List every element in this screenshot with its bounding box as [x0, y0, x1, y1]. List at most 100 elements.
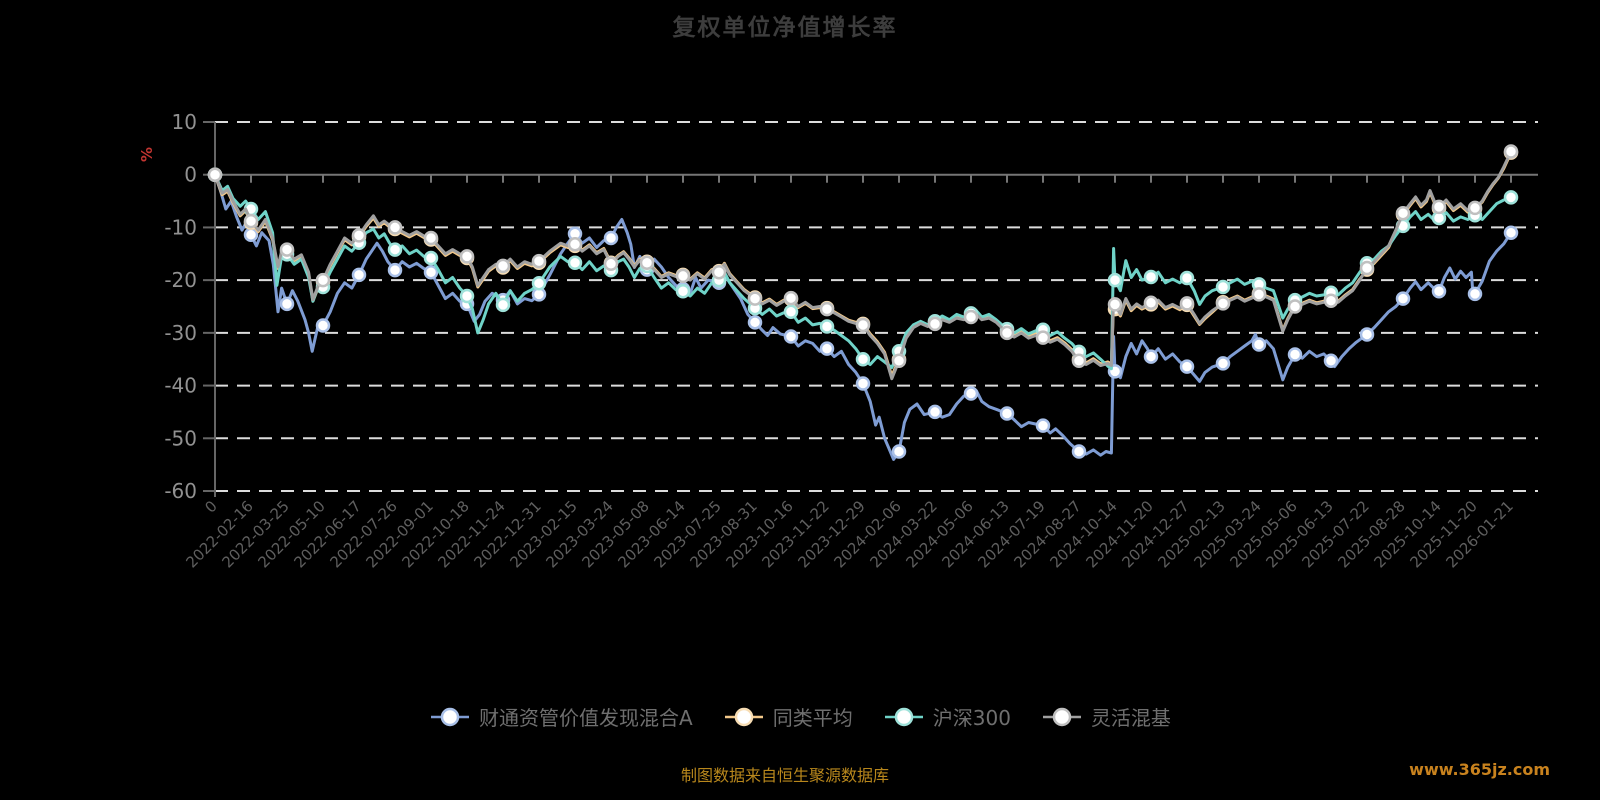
series-marker-flexible-mixed [1359, 260, 1375, 276]
y-tick-label: 0 [184, 163, 197, 187]
series-marker-csi300 [387, 242, 403, 257]
series-marker-fund-a [1323, 353, 1339, 369]
series-marker-flexible-mixed [603, 256, 619, 272]
series-marker-fund-a [1179, 359, 1195, 374]
series-marker-flexible-mixed [279, 242, 295, 257]
legend-item-fund-a[interactable]: 财通资管价值发现混合A [429, 702, 693, 731]
series-marker-csi300 [1107, 272, 1123, 288]
series-marker-fund-a [1143, 349, 1159, 364]
series-line-flexible-mixed [213, 150, 1513, 381]
series-marker-flexible-mixed [711, 264, 727, 280]
series-marker-flexible-mixed [963, 309, 979, 325]
legend-item-label: 灵活混基 [1090, 706, 1171, 730]
series-marker-fund-a [351, 267, 367, 283]
series-marker-csi300 [1143, 269, 1159, 285]
series-marker-flexible-mixed [927, 316, 943, 332]
series-marker-flexible-mixed [891, 353, 907, 369]
legend-marker-icon [884, 707, 923, 726]
series-marker-flexible-mixed [387, 220, 403, 235]
series-marker-fund-a [1431, 283, 1447, 299]
y-tick-label: -10 [164, 215, 197, 239]
series-marker-flexible-mixed [1287, 299, 1303, 314]
series-marker-csi300 [783, 304, 799, 320]
series-marker-flexible-mixed [459, 249, 475, 264]
series-marker-csi300 [855, 351, 871, 367]
series-marker-csi300 [819, 319, 835, 334]
legend-item-label: 沪深300 [932, 706, 1011, 730]
series-marker-flexible-mixed [423, 230, 439, 246]
series-marker-fund-a [387, 262, 403, 278]
series-marker-fund-a [279, 296, 295, 312]
series-marker-flexible-mixed [1107, 297, 1123, 312]
series-marker-flexible-mixed [1071, 353, 1087, 369]
series-marker-fund-a [603, 230, 619, 246]
series-marker-fund-a [1251, 337, 1267, 352]
legend: 财通资管价值发现混合A 同类平均 沪深300 灵活混基 [0, 702, 1600, 731]
series-marker-fund-a [963, 386, 979, 401]
series-marker-flexible-mixed [1503, 144, 1519, 159]
series-marker-flexible-mixed [1395, 205, 1411, 221]
series-marker-flexible-mixed [639, 255, 655, 270]
series-marker-fund-a [1467, 286, 1483, 302]
series-marker-fund-a [891, 444, 907, 459]
series-marker-fund-a [243, 227, 259, 243]
series-marker-fund-a [1035, 418, 1051, 433]
series-marker-flexible-mixed [675, 268, 691, 284]
series-marker-fund-a [315, 318, 331, 333]
series-marker-fund-a [423, 264, 439, 280]
series-marker-csi300 [1179, 270, 1195, 286]
series-marker-fund-a [927, 404, 943, 420]
series-marker-flexible-mixed [1323, 293, 1339, 308]
series-marker-fund-a [999, 406, 1015, 421]
series-marker-csi300 [531, 276, 547, 291]
y-tick-label: -30 [164, 321, 197, 345]
series-marker-fund-a [1287, 347, 1303, 362]
series-marker-flexible-mixed [783, 290, 799, 306]
series-marker-fund-a [1503, 225, 1519, 240]
series-marker-csi300 [1503, 190, 1519, 205]
source-note: 制图数据来自恒生聚源数据库 [680, 766, 889, 785]
series-marker-csi300 [1215, 279, 1231, 295]
series-marker-flexible-mixed [1431, 199, 1447, 215]
series-marker-flexible-mixed [243, 213, 259, 229]
legend-marker-icon [431, 707, 470, 726]
legend-marker-icon [1042, 707, 1081, 726]
series-marker-fund-a [1215, 356, 1231, 371]
series-marker-flexible-mixed [747, 291, 763, 306]
series-marker-flexible-mixed [999, 325, 1015, 341]
series-marker-flexible-mixed [1035, 330, 1051, 345]
y-axis-unit-percent: % [138, 147, 156, 162]
series-marker-flexible-mixed [567, 237, 583, 252]
x-tick-label: 0 [201, 497, 220, 516]
legend-item-csi300[interactable]: 沪深300 [883, 702, 1011, 731]
legend-marker-icon [724, 707, 763, 726]
legend-item-label: 同类平均 [772, 706, 853, 730]
series-marker-csi300 [567, 255, 583, 270]
y-tick-label: -20 [164, 268, 197, 292]
watermark: www.365jz.com [1409, 760, 1550, 779]
y-tick-label: -50 [164, 426, 197, 450]
series-marker-flexible-mixed [207, 167, 223, 182]
series-marker-fund-a [783, 329, 799, 344]
series-line-csi300 [213, 173, 1513, 371]
series-marker-fund-a [819, 341, 835, 356]
series-line-fund-a [213, 173, 1513, 461]
series-marker-csi300 [675, 283, 691, 299]
legend-item-flexible-mixed[interactable]: 灵活混基 [1041, 702, 1171, 731]
series-marker-flexible-mixed [1467, 200, 1483, 216]
series-marker-csi300 [423, 250, 439, 266]
series-marker-flexible-mixed [819, 301, 835, 317]
series-marker-fund-a [1071, 444, 1087, 459]
series-marker-fund-a [1395, 291, 1411, 306]
legend-item-peer-average[interactable]: 同类平均 [723, 702, 853, 731]
y-tick-label: 10 [172, 110, 197, 134]
series-marker-flexible-mixed [531, 253, 547, 269]
chart-title: 复权单位净值增长率 [672, 15, 898, 41]
series-marker-fund-a [1359, 327, 1375, 342]
y-tick-label: -60 [164, 479, 197, 503]
series-marker-fund-a [855, 376, 871, 391]
series-marker-flexible-mixed [1251, 287, 1267, 302]
series-marker-flexible-mixed [351, 228, 367, 243]
